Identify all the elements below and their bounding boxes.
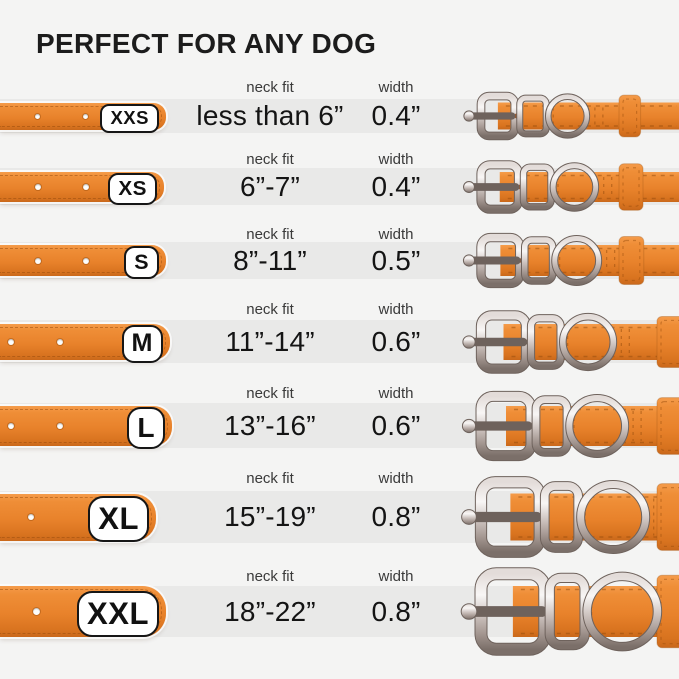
neck-fit-column-header: neck fit [246,385,294,402]
size-badge: XXL [77,590,159,637]
size-row: neck fit width S 8”-11” 0.5” [0,225,679,291]
width-column-header: width [378,226,414,243]
strap-hole [28,514,34,520]
size-row: neck fit width XL 15”-19” 0.8” [0,469,679,558]
strap-stitching [0,408,168,443]
neck-fit-value: 11”-14” [225,325,315,357]
collar-buckle-icon [461,390,679,461]
strap-stitching [0,496,152,538]
collar-strap-graphic: XXL [0,586,166,637]
strap-hole [35,183,41,190]
size-row: neck fit width XXL 18”-22” 0.8” [0,567,679,656]
size-badge: M [121,324,163,363]
width-column-header: width [378,470,414,487]
size-badge: S [124,246,159,279]
strap-hole [57,422,63,429]
neck-fit-value: 15”-19” [224,501,316,532]
collar-buckle-icon [463,91,679,141]
neck-fit-column-header: neck fit [246,226,294,243]
neck-fit-value: 6”-7” [239,170,301,202]
strap-hole [35,257,41,264]
strap-stitching [0,326,166,357]
neck-fit-column-header: neck fit [246,301,294,318]
strap-hole [57,338,63,345]
size-row: neck fit width M 11”-14” 0.6” [0,300,679,375]
neck-fit-column-header: neck fit [246,470,294,487]
neck-fit-value: 18”-22” [224,595,316,627]
width-value: 0.6” [371,325,421,357]
width-column-header: width [378,385,414,402]
collar-buckle-icon [462,309,679,374]
collar-strap-graphic: XS [0,171,164,205]
width-column-header: width [378,568,414,585]
size-badge: XL [88,496,149,542]
collar-buckle-icon [460,567,679,656]
neck-fit-column-header: neck fit [246,79,294,96]
strap-hole [83,113,88,119]
collar-strap-graphic: M [0,323,170,363]
strap-stitching [0,248,162,273]
strap-hole [8,338,14,345]
neck-fit-value: less than 6” [196,100,344,131]
page-title: PERFECT FOR ANY DOG [36,28,377,59]
width-column-header: width [378,151,414,168]
strap-stitching [0,174,160,199]
size-row: neck fit width XXS less than 6” 0.4” [0,78,679,145]
strap-stitching [0,589,162,634]
size-row: neck fit width XS 6”-7” 0.4” [0,150,679,217]
size-badge: XXS [100,103,159,133]
strap-hole [33,608,40,615]
collar-strap-graphic: XXS [0,102,166,133]
width-value: 0.8” [371,501,421,532]
width-value: 0.4” [371,100,421,131]
width-value: 0.6” [371,409,421,441]
width-value: 0.4” [371,170,421,202]
size-badge: L [127,406,165,449]
strap-hole [8,422,14,429]
collar-buckle-icon [461,476,679,558]
width-value: 0.8” [371,595,421,627]
neck-fit-value: 13”-16” [224,409,316,441]
collar-strap-graphic: S [0,245,166,279]
size-row: neck fit width L 13”-16” 0.6” [0,384,679,461]
strap-stitching [0,105,162,127]
size-badge: XS [108,172,157,205]
collar-buckle-icon [462,232,679,289]
collar-buckle-icon [463,159,679,214]
collar-strap-graphic: L [0,405,172,449]
neck-fit-column-header: neck fit [246,151,294,168]
width-column-header: width [378,79,414,96]
width-value: 0.5” [371,244,421,276]
strap-hole [35,113,40,119]
width-column-header: width [378,301,414,318]
neck-fit-column-header: neck fit [246,568,294,585]
strap-hole [83,183,89,190]
strap-hole [83,257,89,264]
collar-strap-graphic: XL [0,493,156,542]
neck-fit-value: 8”-11” [233,244,307,276]
